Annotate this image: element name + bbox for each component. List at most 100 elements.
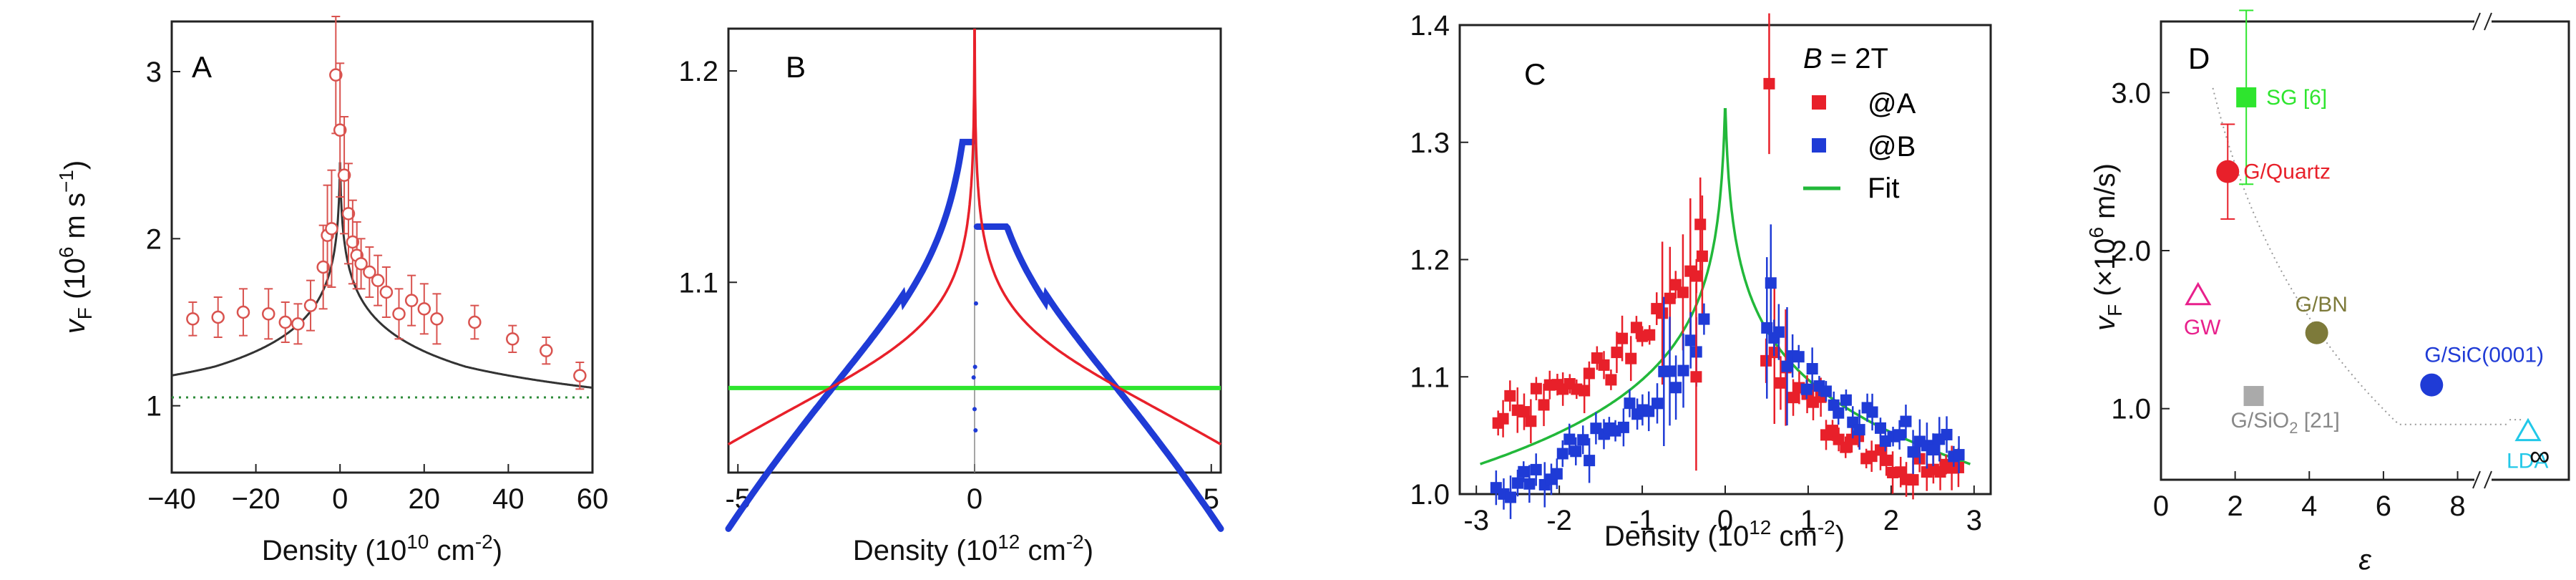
data-point bbox=[972, 364, 977, 369]
data-point bbox=[1664, 292, 1676, 304]
data-point bbox=[2514, 417, 2542, 442]
data-point bbox=[1907, 446, 1919, 458]
data-point bbox=[346, 235, 360, 249]
panel-c-ticks: -3 -2 -1 0 1 2 3 1.0 1.1 1.2 1.3 1.4 bbox=[1410, 10, 1982, 536]
model-curve bbox=[727, 29, 976, 446]
panel-c-xlabel: Density (1012 cm-2) bbox=[1604, 516, 1845, 552]
data-point bbox=[2420, 373, 2444, 397]
x-tick-label: 0 bbox=[967, 483, 982, 515]
data-point bbox=[1577, 434, 1589, 446]
data-point bbox=[1694, 218, 1707, 231]
data-point bbox=[1523, 478, 1536, 490]
data-point bbox=[1874, 422, 1886, 434]
y-tick-label: 1.2 bbox=[1410, 245, 1450, 276]
panel-c-plot bbox=[1480, 13, 1971, 519]
panel-d-frame bbox=[2160, 20, 2570, 481]
panel-a-ylabel: vF (106 m s−1) bbox=[55, 160, 96, 334]
data-point bbox=[1657, 307, 1669, 319]
data-point bbox=[1551, 468, 1563, 480]
data-point bbox=[1840, 394, 1852, 406]
data-point bbox=[1677, 286, 1689, 299]
data-point bbox=[468, 315, 482, 329]
data-point bbox=[1696, 250, 1708, 262]
y-tick-label: 1.1 bbox=[678, 267, 718, 299]
data-point bbox=[1556, 448, 1568, 460]
data-point bbox=[1833, 407, 1845, 419]
data-point bbox=[303, 299, 318, 312]
data-point bbox=[417, 302, 431, 316]
y-tick-label: 1.0 bbox=[2111, 394, 2151, 425]
panel-c-label: C bbox=[1524, 57, 1546, 91]
x-tick-label: −20 bbox=[232, 483, 280, 515]
model-curve bbox=[973, 29, 1222, 446]
data-point bbox=[506, 332, 519, 346]
data-point bbox=[404, 294, 419, 307]
x-tick-label: -2 bbox=[1546, 505, 1572, 536]
panel-d: D 0 2 4 6 8 1.0 2.0 3.0 SG [6] G/Quartz GW G/BN G/S… bbox=[2085, 9, 2570, 576]
axis-break-mark bbox=[2484, 12, 2492, 31]
y-tick-label: 3.0 bbox=[2111, 77, 2151, 109]
y-tick-label: 1.3 bbox=[1410, 127, 1450, 159]
x-tick-label: −40 bbox=[147, 483, 196, 515]
data-point bbox=[1563, 433, 1576, 445]
panel-b-ticks: -5 0 51.11.2 bbox=[678, 56, 1219, 515]
data-point bbox=[1761, 322, 1773, 334]
axis-break-mark bbox=[2472, 12, 2481, 31]
data-point bbox=[1953, 449, 1965, 461]
point-label: G/BN bbox=[2296, 293, 2348, 316]
data-point bbox=[1893, 429, 1906, 441]
data-point bbox=[1806, 363, 1818, 375]
data-point bbox=[1927, 444, 1939, 456]
panel-d-label: D bbox=[2188, 42, 2210, 75]
x-tick-label: 1 bbox=[1800, 505, 1816, 536]
data-point bbox=[1584, 455, 1596, 467]
data-point bbox=[1787, 392, 1800, 404]
data-point bbox=[1505, 491, 1517, 503]
axis-break-mark bbox=[2472, 470, 2481, 489]
data-point bbox=[1698, 313, 1710, 325]
y-tick-label: 1.4 bbox=[1410, 10, 1450, 42]
data-point bbox=[1775, 377, 1787, 389]
x-tick-label: 2 bbox=[2228, 490, 2243, 522]
data-point bbox=[1518, 465, 1530, 478]
data-point bbox=[973, 301, 978, 306]
y-tick-label: 2.0 bbox=[2111, 236, 2151, 267]
data-point bbox=[1677, 364, 1689, 377]
data-point bbox=[1880, 454, 1893, 466]
data-point bbox=[1664, 365, 1676, 377]
panel-d-plot: SG [6] G/Quartz GW G/BN G/SiC(0001) G/SiO2 [2… bbox=[2184, 9, 2548, 490]
panel-d-ylabel: vF (×106 m/s) bbox=[2085, 163, 2126, 331]
data-point bbox=[329, 68, 343, 82]
point-label: G/SiC(0001) bbox=[2424, 344, 2544, 367]
data-point bbox=[1684, 334, 1697, 347]
data-point bbox=[1763, 77, 1775, 90]
data-point bbox=[1530, 382, 1542, 395]
fit-curve bbox=[1724, 107, 1971, 465]
point-label: G/SiO2 [21] bbox=[2231, 409, 2340, 437]
legend-label-fit: Fit bbox=[1868, 173, 1899, 204]
data-point bbox=[1772, 326, 1785, 338]
data-point bbox=[392, 307, 406, 321]
x-tick-label: 0 bbox=[1717, 505, 1733, 536]
data-point bbox=[1616, 332, 1629, 344]
y-tick-label: 1.1 bbox=[1410, 362, 1450, 393]
data-band bbox=[973, 223, 1224, 532]
point-label: LDA bbox=[2507, 450, 2548, 473]
data-point bbox=[430, 312, 444, 326]
data-point bbox=[1781, 360, 1793, 372]
y-tick-label: 2 bbox=[146, 223, 162, 255]
data-point bbox=[186, 312, 200, 326]
data-point bbox=[1525, 415, 1537, 427]
data-point bbox=[211, 310, 225, 324]
data-point bbox=[1941, 428, 1953, 440]
panel-b-plot bbox=[725, 29, 1224, 532]
legend-swatch-at-b bbox=[1812, 138, 1826, 153]
legend-swatch-at-a bbox=[1812, 95, 1826, 110]
legend-label-at-b: @B bbox=[1868, 131, 1916, 163]
x-tick-label: -1 bbox=[1629, 505, 1655, 536]
data-point bbox=[1504, 390, 1516, 402]
data-band bbox=[725, 138, 976, 532]
data-point bbox=[1690, 371, 1702, 383]
data-point bbox=[1583, 367, 1595, 380]
